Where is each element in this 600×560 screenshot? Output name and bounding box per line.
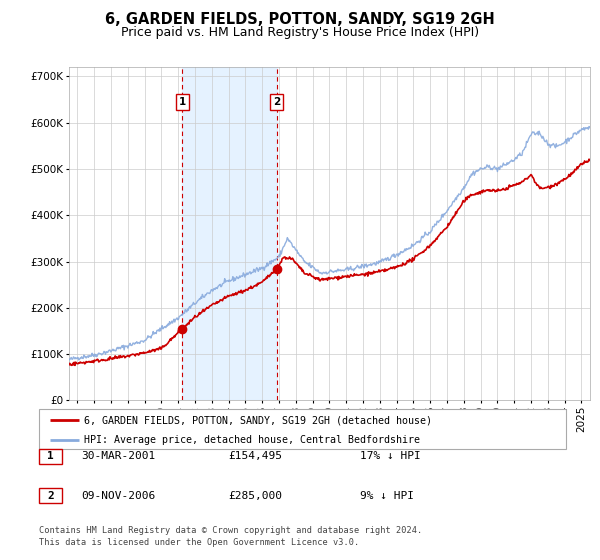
Text: 17% ↓ HPI: 17% ↓ HPI <box>360 451 421 461</box>
Text: Contains HM Land Registry data © Crown copyright and database right 2024.: Contains HM Land Registry data © Crown c… <box>39 526 422 535</box>
Text: 9% ↓ HPI: 9% ↓ HPI <box>360 491 414 501</box>
Text: 1: 1 <box>179 97 186 107</box>
Text: 6, GARDEN FIELDS, POTTON, SANDY, SG19 2GH (detached house): 6, GARDEN FIELDS, POTTON, SANDY, SG19 2G… <box>84 415 432 425</box>
Text: 30-MAR-2001: 30-MAR-2001 <box>81 451 155 461</box>
Text: HPI: Average price, detached house, Central Bedfordshire: HPI: Average price, detached house, Cent… <box>84 435 420 445</box>
Bar <box>182 67 277 400</box>
FancyBboxPatch shape <box>39 409 566 449</box>
Text: This data is licensed under the Open Government Licence v3.0.: This data is licensed under the Open Gov… <box>39 538 359 547</box>
Text: Price paid vs. HM Land Registry's House Price Index (HPI): Price paid vs. HM Land Registry's House … <box>121 26 479 39</box>
Text: 6, GARDEN FIELDS, POTTON, SANDY, SG19 2GH: 6, GARDEN FIELDS, POTTON, SANDY, SG19 2G… <box>105 12 495 27</box>
Text: £285,000: £285,000 <box>228 491 282 501</box>
Text: 2: 2 <box>47 491 54 501</box>
Text: 1: 1 <box>47 451 54 461</box>
Text: 09-NOV-2006: 09-NOV-2006 <box>81 491 155 501</box>
Text: 2: 2 <box>273 97 280 107</box>
Text: £154,495: £154,495 <box>228 451 282 461</box>
